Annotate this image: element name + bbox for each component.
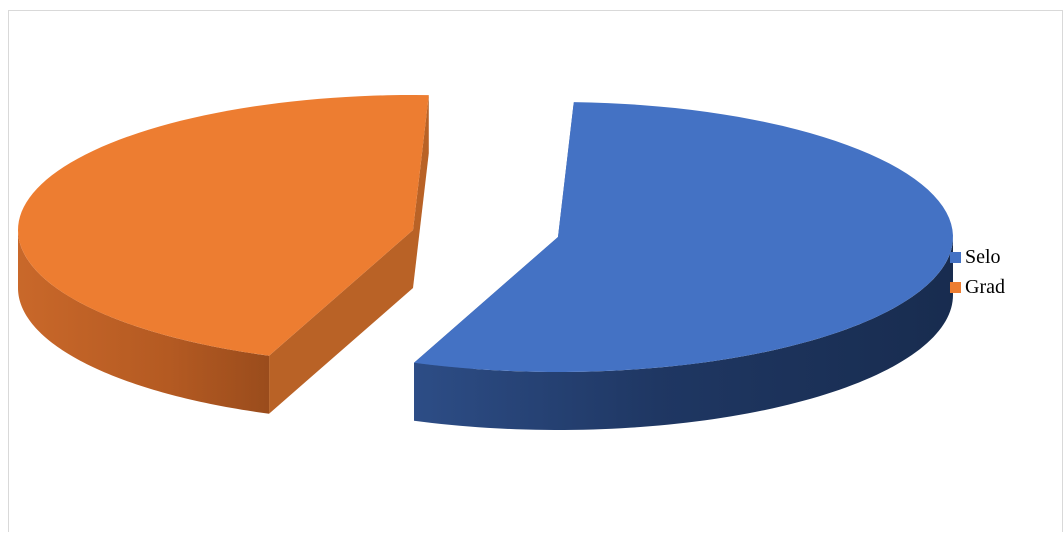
pie-slice-selo	[414, 102, 953, 372]
legend-label-grad: Grad	[965, 275, 1005, 298]
legend-item-grad: Grad	[950, 272, 1005, 302]
pie-slice-selo-side	[414, 237, 953, 430]
legend-item-selo: Selo	[950, 242, 1005, 272]
pie-slice-grad	[18, 95, 429, 356]
pie-slice-grad-cut-face-1	[269, 230, 413, 414]
legend-swatch-selo	[950, 251, 961, 263]
legend-swatch-grad	[950, 281, 961, 293]
legend-label-selo: Selo	[965, 245, 1001, 268]
pie-slice-grad-side	[18, 230, 270, 414]
legend: Selo Grad	[950, 242, 1005, 302]
pie-slice-grad-cut-face-2	[413, 95, 429, 288]
